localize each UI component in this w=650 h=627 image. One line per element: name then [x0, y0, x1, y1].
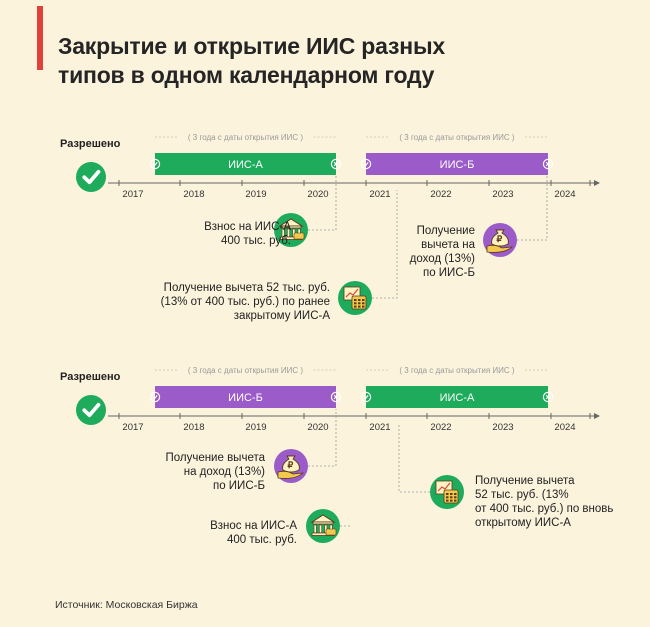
note-text-line: Получение вычета 52 тыс. руб. [163, 282, 330, 294]
note-text-line: на доход (13%) [183, 466, 265, 478]
allowed-label: Разрешено [60, 371, 121, 383]
note-text: Получение вычета 52 тыс. руб. (13% от 400… [161, 281, 330, 323]
year-label: 2021 [369, 189, 390, 200]
title-line-1: Закрытие и открытие ИИС разных [58, 33, 445, 59]
note-text: Взнос на ИИС-А 400 тыс. руб. [204, 220, 291, 248]
year-label: 2019 [245, 189, 266, 200]
account-bar [155, 153, 336, 175]
account-bar [366, 153, 548, 175]
timeline-arrow [594, 180, 600, 186]
note-text: Взнос на ИИС-А 400 тыс. руб. [210, 519, 297, 547]
calculator-chart-icon [338, 281, 372, 315]
period-label: ( 3 года с даты открытия ИИС ) [188, 133, 304, 142]
note-text-line: (13% от 400 тыс. руб.) по ранее [160, 296, 330, 308]
title-line-2: типов в одном календарном году [58, 62, 435, 88]
note-text-line: Взнос на ИИС-А [210, 520, 297, 532]
year-label: 2018 [183, 189, 204, 200]
note-text: Получение вычета 52 тыс. руб. (13% от 400 … [475, 474, 645, 530]
ruble-sign: ₽ [288, 460, 294, 470]
period-label: ( 3 года с даты открытия ИИС ) [188, 366, 304, 375]
connector-line [398, 423, 430, 493]
bar-open-check-icon [149, 391, 161, 403]
account-bar-label: ИИС-А [228, 159, 263, 171]
year-label: 2024 [554, 422, 575, 433]
timeline-arrow [594, 413, 600, 419]
year-label: 2019 [245, 422, 266, 433]
note-text-line: по ИИС-Б [212, 480, 265, 492]
connector-line [517, 176, 548, 241]
account-bar [155, 386, 336, 408]
note-text-line: открытому ИИС-А [475, 517, 571, 529]
bar-open-check-icon [360, 158, 372, 170]
note-text-line: вычета на [421, 239, 475, 251]
note-text-line: 52 тыс. руб. (13% [475, 489, 569, 501]
bar-close-cross-icon [542, 391, 554, 403]
account-bar-label: ИИС-А [440, 392, 475, 404]
connector-line [308, 409, 337, 467]
calculator-chart-icon [430, 475, 464, 509]
title-accent-bar [37, 6, 43, 70]
period-label: ( 3 года с даты открытия ИИС ) [399, 366, 515, 375]
period-label: ( 3 года с даты открытия ИИС ) [399, 133, 515, 142]
year-label: 2022 [430, 189, 451, 200]
note-text: Получение вычета на доход (13%) по ИИС-Б [165, 451, 265, 493]
bar-open-check-icon [360, 391, 372, 403]
note-text-line: от 400 тыс. руб.) по вновь [475, 503, 614, 515]
year-label: 2020 [307, 189, 328, 200]
year-label: 2020 [307, 422, 328, 433]
year-label: 2023 [492, 189, 513, 200]
note-text-line: Получение вычета [475, 475, 575, 487]
account-bar-label: ИИС-Б [228, 392, 263, 404]
note-text-line: закрытому ИИС-А [233, 310, 330, 322]
account-bar [366, 386, 548, 408]
money-bag-hand-icon [483, 223, 517, 257]
bank-icon [306, 509, 340, 543]
note-text-line: 400 тыс. руб. [227, 534, 297, 546]
note-text-line: Взнос на ИИС-А [204, 221, 291, 233]
note-text-line: Получение [416, 225, 475, 237]
note-text: Получение вычета на доход (13%) по ИИС-Б [410, 224, 475, 280]
year-label: 2024 [554, 189, 575, 200]
year-label: 2017 [122, 189, 143, 200]
connector-line [372, 190, 398, 299]
note-text-line: по ИИС-Б [422, 267, 475, 279]
note-text-line: Получение вычета [165, 452, 265, 464]
allowed-check-icon [76, 162, 106, 192]
bar-close-cross-icon [542, 158, 554, 170]
note-text-line: 400 тыс. руб. [221, 235, 291, 247]
money-bag-hand-icon [274, 449, 308, 483]
bar-open-check-icon [149, 158, 161, 170]
year-label: 2023 [492, 422, 513, 433]
account-bar-label: ИИС-Б [440, 159, 475, 171]
ruble-sign: ₽ [497, 234, 503, 244]
bar-close-cross-icon [330, 391, 342, 403]
allowed-check-icon [76, 395, 106, 425]
bank-icon [274, 213, 308, 247]
note-text-line: доход (13%) [409, 253, 475, 265]
year-label: 2018 [183, 422, 204, 433]
page-title: Закрытие и открытие ИИС разных типов в о… [58, 32, 445, 90]
year-label: 2021 [369, 422, 390, 433]
source-note: Источник: Московская Биржа [55, 599, 198, 611]
year-label: 2017 [122, 422, 143, 433]
allowed-label: Разрешено [60, 138, 121, 150]
bar-close-cross-icon [330, 158, 342, 170]
year-label: 2022 [430, 422, 451, 433]
connector-line [308, 176, 337, 231]
